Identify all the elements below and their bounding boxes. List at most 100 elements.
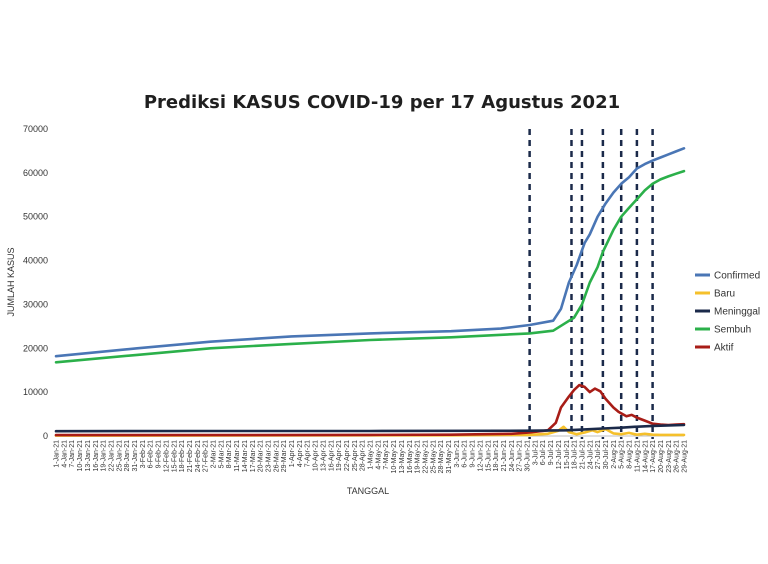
x-tick-label: 22-Apr-21 bbox=[344, 440, 351, 471]
x-tick-label: 31-Jan-21 bbox=[132, 440, 139, 472]
x-tick-label: 2-Mar-21 bbox=[211, 440, 218, 469]
x-tick-label: 6-Feb-21 bbox=[148, 440, 155, 469]
x-tick-label: 20-Aug-21 bbox=[658, 440, 665, 473]
x-tick-label: 29-Aug-21 bbox=[682, 440, 689, 473]
x-tick-label: 15-Jun-21 bbox=[485, 440, 492, 472]
series-line-meninggal bbox=[54, 423, 686, 433]
x-tick-label: 6-Jul-21 bbox=[540, 440, 547, 465]
x-tick-label: 1-Apr-21 bbox=[289, 440, 296, 467]
x-tick-label: 30-Jun-21 bbox=[525, 440, 532, 472]
x-tick-label: 18-Jul-21 bbox=[572, 440, 579, 469]
x-tick-label: 10-May-21 bbox=[391, 440, 398, 474]
x-tick-label: 10-Jan-21 bbox=[77, 440, 84, 472]
x-axis-label: TANGGAL bbox=[347, 486, 389, 496]
x-tick-label: 19-May-21 bbox=[415, 440, 422, 474]
x-tick-label: 16-May-21 bbox=[407, 440, 414, 474]
x-tick-label: 14-Mar-21 bbox=[242, 440, 249, 472]
series-line-baru bbox=[54, 425, 686, 437]
y-tick-label: 40000 bbox=[23, 256, 48, 266]
y-tick-label: 20000 bbox=[23, 343, 48, 353]
x-tick-label: 29-Mar-21 bbox=[281, 440, 288, 472]
legend: Confirmed Baru Meninggal Sembuh Aktif bbox=[695, 271, 760, 354]
x-tick-label: 8-Mar-21 bbox=[226, 440, 233, 469]
x-tick-label: 28-Jan-21 bbox=[124, 440, 131, 472]
y-tick-label: 10000 bbox=[23, 387, 48, 397]
x-tick-label: 24-Jul-21 bbox=[587, 440, 594, 469]
x-tick-label: 23-Mar-21 bbox=[265, 440, 272, 472]
legend-label: Baru bbox=[714, 289, 735, 300]
x-tick-label: 21-Jun-21 bbox=[501, 440, 508, 472]
x-tick-label: 20-Mar-21 bbox=[258, 440, 265, 472]
y-tick-label: 0 bbox=[43, 431, 48, 441]
x-tick-label: 13-May-21 bbox=[399, 440, 406, 474]
legend-label: Aktif bbox=[714, 343, 734, 354]
x-tick-label: 18-Jun-21 bbox=[493, 440, 500, 472]
x-tick-label: 6-Jun-21 bbox=[462, 440, 469, 468]
x-tick-label: 4-Apr-21 bbox=[297, 440, 304, 467]
y-tick-label: 70000 bbox=[23, 124, 48, 134]
x-tick-label: 28-Apr-21 bbox=[360, 440, 367, 471]
y-axis: 0 10000 20000 30000 40000 50000 60000 70000 bbox=[23, 124, 48, 441]
x-axis: 1-Jan-21 4-Jan-21 7-Jan-21 10-Jan-21 13-Jan-… bbox=[54, 435, 689, 474]
y-tick-label: 50000 bbox=[23, 212, 48, 222]
x-tick-label: 2-Aug-21 bbox=[611, 440, 618, 469]
x-tick-label: 21-Jul-21 bbox=[579, 440, 586, 469]
x-tick-label: 13-Jan-21 bbox=[85, 440, 92, 472]
x-tick-label: 25-Apr-21 bbox=[352, 440, 359, 471]
x-tick-label: 12-Jul-21 bbox=[556, 440, 563, 469]
y-tick-label: 60000 bbox=[23, 168, 48, 178]
x-tick-label: 25-Jan-21 bbox=[116, 440, 123, 472]
x-tick-label: 5-Mar-21 bbox=[218, 440, 225, 469]
x-tick-label: 25-May-21 bbox=[430, 440, 437, 474]
x-tick-label: 15-Jul-21 bbox=[564, 440, 571, 469]
x-tick-label: 23-Aug-21 bbox=[666, 440, 673, 473]
x-tick-label: 3-Jun-21 bbox=[454, 440, 461, 468]
x-tick-label: 24-Feb-21 bbox=[195, 440, 202, 472]
x-tick-label: 14-Aug-21 bbox=[642, 440, 649, 473]
x-tick-label: 27-Jul-21 bbox=[595, 440, 602, 469]
x-tick-label: 16-Jan-21 bbox=[93, 440, 100, 472]
x-tick-label: 1-May-21 bbox=[368, 440, 375, 470]
series-layer bbox=[54, 147, 686, 437]
x-tick-label: 3-Feb-21 bbox=[140, 440, 147, 469]
x-tick-label: 9-Feb-21 bbox=[156, 440, 163, 469]
x-tick-label: 11-Mar-21 bbox=[234, 440, 241, 472]
x-tick-label: 27-Jun-21 bbox=[517, 440, 524, 472]
x-tick-label: 1-Jan-21 bbox=[54, 440, 61, 468]
x-tick-label: 24-Jun-21 bbox=[509, 440, 516, 472]
x-tick-label: 12-Feb-21 bbox=[163, 440, 170, 472]
reference-lines bbox=[528, 129, 654, 439]
legend-label: Meninggal bbox=[714, 307, 760, 318]
x-tick-label: 9-Jul-21 bbox=[548, 440, 555, 465]
series-line-sembuh bbox=[54, 169, 686, 364]
x-tick-label: 27-Feb-21 bbox=[203, 440, 210, 472]
series-line-aktif bbox=[54, 383, 686, 437]
x-tick-label: 15-Feb-21 bbox=[171, 440, 178, 472]
x-tick-label: 13-Apr-21 bbox=[320, 440, 327, 471]
legend-label: Confirmed bbox=[714, 271, 760, 282]
x-tick-label: 17-Aug-21 bbox=[650, 440, 657, 473]
x-tick-label: 17-Mar-21 bbox=[250, 440, 257, 472]
x-tick-label: 7-Jan-21 bbox=[69, 440, 76, 468]
x-tick-label: 16-Apr-21 bbox=[328, 440, 335, 471]
x-tick-label: 4-May-21 bbox=[375, 440, 382, 470]
x-tick-label: 19-Jan-21 bbox=[101, 440, 108, 472]
x-tick-label: 26-Aug-21 bbox=[674, 440, 681, 473]
x-tick-label: 22-Jan-21 bbox=[108, 440, 115, 472]
series-line-confirmed bbox=[54, 147, 686, 358]
x-tick-label: 31-May-21 bbox=[446, 440, 453, 474]
x-tick-label: 11-Aug-21 bbox=[634, 440, 641, 472]
x-tick-label: 26-Mar-21 bbox=[273, 440, 280, 472]
x-tick-label: 10-Apr-21 bbox=[313, 440, 320, 471]
x-tick-label: 21-Feb-21 bbox=[187, 440, 194, 472]
y-axis-label: JUMLAH KASUS bbox=[6, 247, 16, 316]
x-tick-label: 4-Jan-21 bbox=[61, 440, 68, 468]
x-tick-label: 19-Apr-21 bbox=[336, 440, 343, 471]
x-tick-label: 5-Aug-21 bbox=[619, 440, 626, 469]
x-tick-label: 9-Jun-21 bbox=[470, 440, 477, 468]
x-tick-label: 22-May-21 bbox=[422, 440, 429, 474]
legend-label: Sembuh bbox=[714, 325, 751, 336]
x-tick-label: 7-May-21 bbox=[383, 440, 390, 470]
x-tick-label: 30-Jul-21 bbox=[603, 440, 610, 469]
